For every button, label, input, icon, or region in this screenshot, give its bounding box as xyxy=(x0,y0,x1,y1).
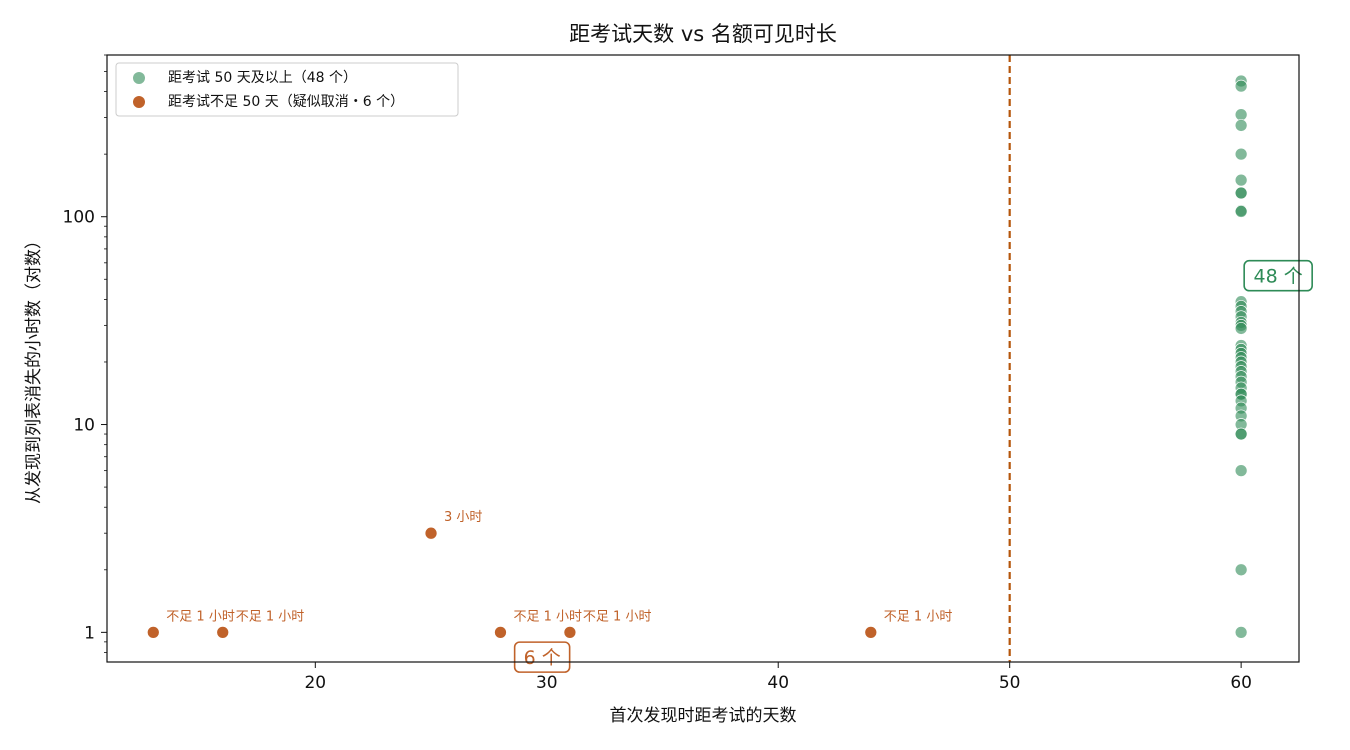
data-point-series-2 xyxy=(864,626,878,639)
legend: 距考试 50 天及以上（48 个） 距考试不足 50 天（疑似取消・6 个） xyxy=(115,62,459,117)
data-point-label: 不足 1 小时 xyxy=(513,609,582,624)
data-point-series-2 xyxy=(563,626,577,639)
x-tick-label: 60 xyxy=(1230,673,1252,693)
data-point-label: 不足 1 小时 xyxy=(884,609,953,624)
data-point-label: 不足 1 小时 xyxy=(583,609,652,624)
x-axis-label: 首次发现时距考试的天数 xyxy=(610,706,797,726)
chart-title: 距考试天数 vs 名额可见时长 xyxy=(569,22,837,46)
data-point-series-1 xyxy=(1234,563,1248,577)
count-box xyxy=(1243,259,1313,292)
data-point-series-2 xyxy=(216,626,230,639)
plot-frame xyxy=(106,54,1300,663)
data-point-label: 不足 1 小时 xyxy=(166,609,235,624)
data-point-series-2 xyxy=(494,626,507,639)
data-point-series-1 xyxy=(1234,186,1248,200)
data-point-series-1 xyxy=(1234,464,1248,477)
data-point-series-1 xyxy=(1234,173,1248,187)
legend-box xyxy=(115,62,459,117)
data-point-label: 不足 1 小时 xyxy=(236,609,305,624)
legend-marker-series-2 xyxy=(133,96,145,108)
data-point-series-1 xyxy=(1234,205,1248,218)
x-tick-label: 50 xyxy=(999,673,1021,693)
data-point-series-1 xyxy=(1234,79,1248,93)
legend-label-series-1: 距考试 50 天及以上（48 个） xyxy=(168,70,357,86)
data-point-series-1 xyxy=(1234,108,1248,121)
data-point-series-1 xyxy=(1234,427,1248,441)
y-axis-label: 从发现到列表消失的小时数（对数） xyxy=(24,232,44,504)
y-tick-label: 100 xyxy=(63,208,95,228)
legend-label-series-2: 距考试不足 50 天（疑似取消・6 个） xyxy=(168,94,404,110)
y-tick-label: 1 xyxy=(84,623,95,643)
x-tick-label: 30 xyxy=(536,673,558,693)
count-box xyxy=(513,641,571,673)
data-point-series-1 xyxy=(1234,626,1248,639)
count-box-label: 6 个 xyxy=(524,647,561,669)
data-point-series-1 xyxy=(1234,119,1248,132)
legend-marker-series-1 xyxy=(133,72,145,84)
data-point-series-1 xyxy=(1234,147,1248,161)
data-point-series-1 xyxy=(1234,322,1248,335)
data-point-series-2 xyxy=(424,526,438,540)
data-point-label: 3 小时 xyxy=(444,510,482,525)
y-tick-label: 10 xyxy=(73,416,95,436)
data-point-series-2 xyxy=(146,626,160,639)
x-tick-label: 20 xyxy=(304,673,326,693)
count-box-label: 48 个 xyxy=(1254,266,1303,288)
x-tick-label: 40 xyxy=(767,673,789,693)
